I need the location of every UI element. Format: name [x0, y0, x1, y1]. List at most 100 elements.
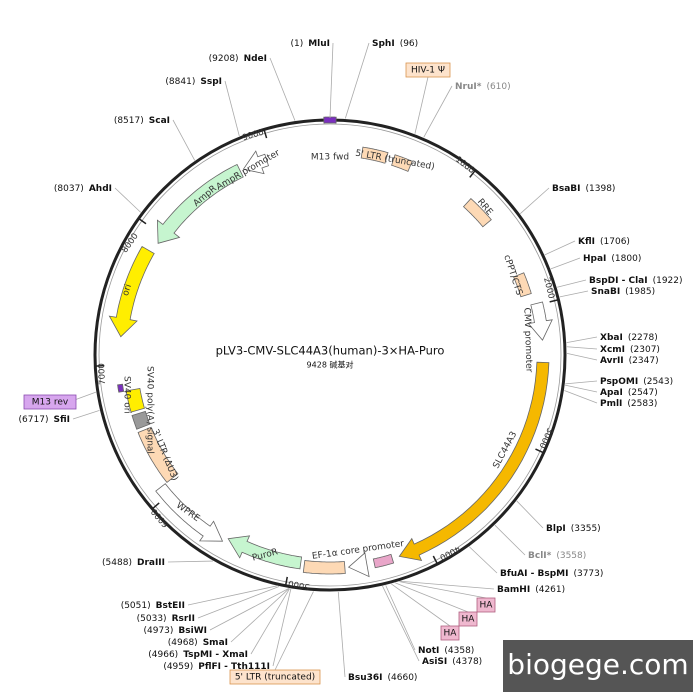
- outer-feature-label: 5' LTR (truncated): [235, 673, 315, 683]
- site-label: BsaBI (1398): [552, 184, 615, 194]
- site-position: (4968): [168, 638, 198, 648]
- outer-feature-label: HA: [480, 601, 494, 611]
- outer-feature-label: M13 rev: [32, 398, 69, 408]
- leader-line: [391, 583, 451, 627]
- leader-line: [557, 279, 587, 288]
- site-position: (5051): [121, 601, 151, 611]
- ring-tick-label: 9000: [241, 128, 265, 144]
- site-name: MluI: [308, 39, 330, 49]
- site-position: (9208): [209, 54, 239, 64]
- site-name: SfiI: [53, 415, 70, 425]
- leader-line: [566, 346, 598, 350]
- site-name: HpaI: [583, 254, 606, 264]
- site-label: ApaI (2547): [600, 388, 658, 398]
- site-name: DraIII: [137, 558, 165, 568]
- site-position: (4378): [452, 657, 482, 667]
- ring-tick: [284, 576, 289, 586]
- site-label: BclI* (3558): [528, 551, 586, 561]
- site-label: (4968) SmaI: [168, 638, 228, 648]
- site-name: PmlI: [600, 399, 622, 409]
- site-label: PspOMI (2543): [600, 377, 673, 387]
- site-label: (5051) BstEII: [121, 601, 185, 611]
- site-label: (1) MluI: [290, 39, 330, 49]
- site-label: (4966) TspMI - XmaI: [148, 650, 248, 660]
- ltr5-part: [391, 154, 413, 172]
- feature-label: ori: [121, 283, 134, 297]
- leader-line: [382, 585, 420, 662]
- site-name: ScaI: [149, 116, 170, 126]
- leader-line: [329, 42, 334, 119]
- site-name: AsiSI: [422, 657, 447, 667]
- outer-feature-label: HA: [444, 629, 458, 639]
- leader-line: [544, 240, 576, 256]
- site-label: AsiSI (4378): [422, 657, 482, 667]
- feature-label: 5' LTR (truncated): [354, 149, 435, 173]
- site-position: (2543): [643, 377, 673, 387]
- leader-line: [564, 384, 598, 393]
- leader-line: [399, 581, 487, 599]
- site-name: SmaI: [203, 638, 228, 648]
- ring-tick-label: 3000: [536, 426, 554, 450]
- site-position: (2307): [630, 345, 660, 355]
- leader-line: [344, 42, 370, 119]
- site-name: AhdI: [89, 184, 112, 194]
- leader-line: [272, 588, 292, 667]
- subtitle: 9428 碱基对: [307, 360, 354, 370]
- site-label: (8037) AhdI: [54, 184, 112, 194]
- site-position: (2547): [628, 388, 658, 398]
- site-label: BlpI (3355): [546, 524, 601, 534]
- site-position: (4261): [535, 585, 565, 595]
- site-position: (6717): [19, 415, 49, 425]
- site-label: AvrII (2347): [600, 356, 659, 366]
- ring-tick: [263, 129, 268, 139]
- site-position: (2583): [627, 399, 657, 409]
- cppt: [513, 272, 532, 298]
- site-position: (4959): [163, 662, 193, 672]
- site-name: TspMI - XmaI: [183, 650, 248, 660]
- ampr: [156, 163, 244, 244]
- ring-tick-label: 8000: [120, 232, 141, 255]
- site-position: (1922): [653, 276, 683, 286]
- feature-box: [458, 611, 478, 627]
- site-position: (96): [400, 39, 418, 49]
- ring-tick-label: 4000: [438, 543, 462, 562]
- leader-line: [550, 257, 581, 270]
- leader-line: [423, 85, 453, 138]
- site-label: BamHI (4261): [497, 585, 565, 595]
- leader-line: [566, 352, 598, 361]
- site-label: Bsu36I (4660): [348, 673, 417, 683]
- site-name: Bsu36I: [348, 673, 383, 683]
- site-label: (8517) ScaI: [114, 116, 170, 126]
- site-label: SnaBI (1985): [591, 287, 655, 297]
- leader-line: [209, 588, 290, 631]
- site-label: (4959) PflFI - Tth111I: [163, 662, 270, 672]
- site-name: RsrII: [172, 614, 195, 624]
- leader-line: [167, 560, 213, 563]
- site-position: (5488): [102, 558, 132, 568]
- title: pLV3-CMV-SLC44A3(human)-3×HA-Puro: [216, 344, 445, 358]
- leader-line: [172, 119, 196, 161]
- site-position: (4660): [388, 673, 418, 683]
- site-label: BspDI - ClaI (1922): [589, 276, 683, 286]
- map-layer: M13 fwd 5' LTR (truncated)RREcPPT/CTSCMV …: [19, 39, 683, 685]
- cmv-promoter: [527, 301, 553, 341]
- site-name: BfuAI - BspMI: [500, 569, 568, 579]
- leader-line: [224, 80, 240, 137]
- watermark: biogege.com: [507, 648, 688, 681]
- leader-line: [494, 524, 526, 556]
- ring-tick-label: 7000: [97, 363, 108, 385]
- ring-tick: [549, 299, 559, 303]
- leader-line: [565, 380, 598, 385]
- site-position: (1706): [600, 237, 630, 247]
- ltr3: [137, 426, 179, 483]
- feature-box: [23, 394, 77, 410]
- leader-line: [516, 500, 544, 529]
- site-name: BstEII: [156, 601, 185, 611]
- site-position: (1): [290, 39, 303, 49]
- ring-tick-label: 5000: [288, 578, 311, 592]
- leader-line: [395, 582, 469, 613]
- site-position: (4966): [148, 650, 178, 660]
- ha-tags: [372, 553, 395, 569]
- site-label: (5488) DraIII: [102, 558, 165, 568]
